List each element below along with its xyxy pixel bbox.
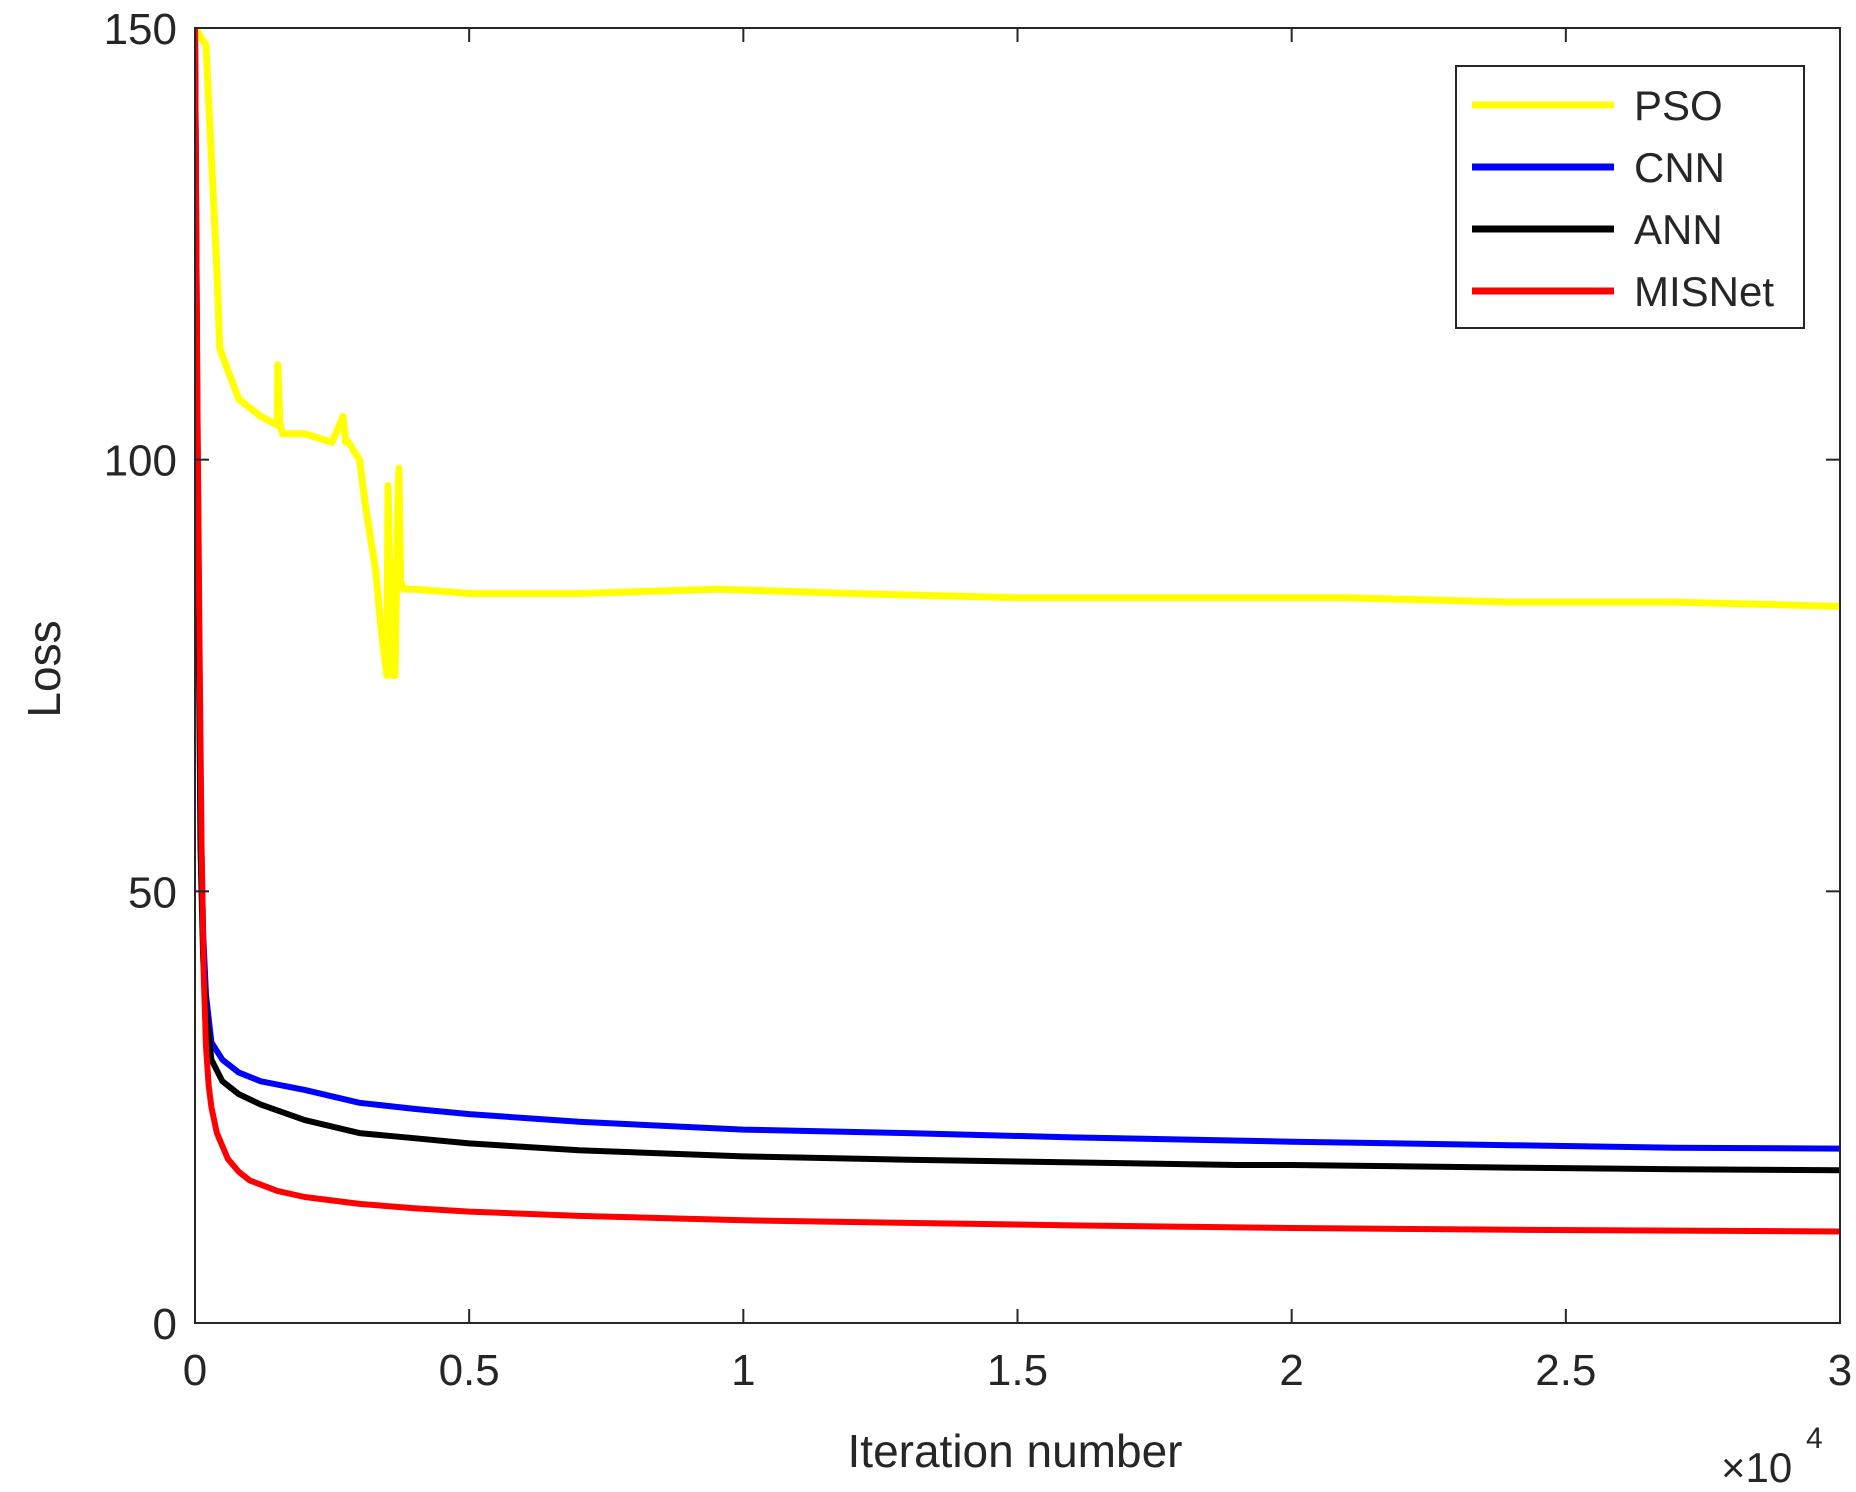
x-tick-label: 1	[731, 1346, 755, 1395]
legend-label-pso: PSO	[1634, 82, 1723, 129]
series-layer	[195, 28, 1840, 1235]
y-tick-label: 0	[153, 1300, 177, 1349]
x-exponent-power: 4	[1806, 1422, 1823, 1455]
x-exponent-base: ×10	[1721, 1444, 1792, 1491]
legend-label-misnet: MISNet	[1634, 268, 1774, 315]
ticks-layer: 0 0.5 1 1.5 2 2.5 3 0 50 100 150	[104, 5, 1853, 1395]
y-tick-label: 100	[104, 437, 177, 486]
x-exponent: ×10 4	[1721, 1422, 1823, 1491]
x-tick-label: 0.5	[439, 1346, 500, 1395]
x-tick-label: 0	[183, 1346, 207, 1395]
x-tick-label: 1.5	[987, 1346, 1048, 1395]
legend-box	[1455, 65, 1805, 329]
legend-label-ann: ANN	[1634, 206, 1723, 253]
x-tick-label: 2	[1279, 1346, 1303, 1395]
legend-label-cnn: CNN	[1634, 144, 1725, 191]
y-tick-label: 50	[128, 868, 177, 917]
y-axis-label: Loss	[18, 620, 70, 717]
x-axis-label: Iteration number	[848, 1425, 1183, 1477]
series-line-misnet	[195, 28, 1840, 1235]
x-tick-label: 3	[1828, 1346, 1852, 1395]
y-tick-label: 150	[104, 5, 177, 54]
legend: PSO CNN ANN MISNet	[1455, 65, 1805, 329]
series-line-pso	[195, 28, 1840, 679]
x-tick-label: 2.5	[1535, 1346, 1596, 1395]
